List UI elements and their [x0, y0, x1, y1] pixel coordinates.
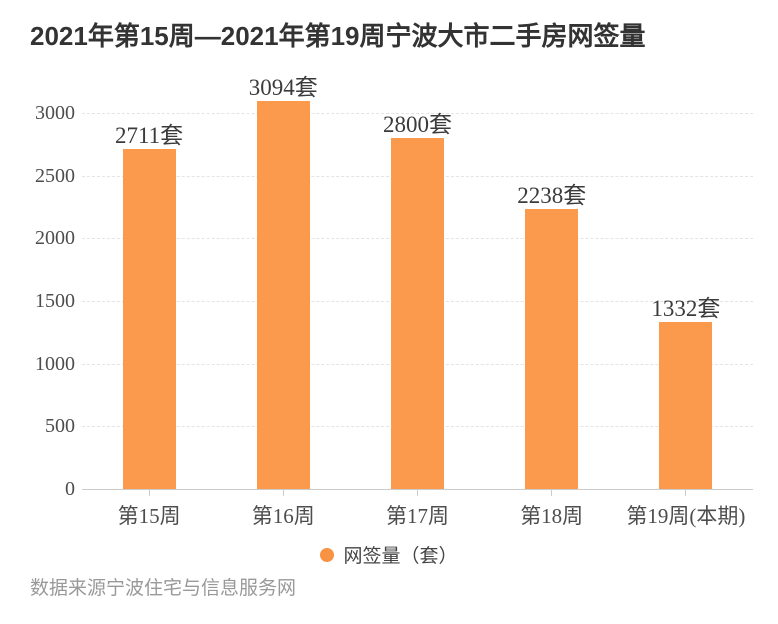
x-axis-line: [82, 489, 753, 490]
x-axis-category-label: 第18周: [520, 504, 584, 528]
x-axis-category-label: 第17周: [386, 504, 449, 528]
gridline: [82, 113, 753, 114]
x-axis-tick: [282, 490, 284, 496]
bar-value-label: 2800套: [383, 112, 452, 137]
bar: [659, 322, 713, 489]
bar-value-label: 2238套: [517, 183, 587, 208]
bar-value-label: 2711套: [115, 123, 184, 148]
bar-value-label: 3094套: [248, 75, 318, 100]
legend-item[interactable]: 网签量（套）: [0, 541, 778, 568]
y-axis-tick-label: 0: [65, 478, 75, 500]
bar: [256, 101, 310, 489]
bar-value-label: 1332套: [651, 296, 721, 321]
y-axis-tick-label: 1500: [35, 290, 75, 312]
x-axis-category-label: 第16周: [251, 504, 315, 528]
x-axis-tick: [685, 490, 687, 496]
bar: [525, 209, 579, 489]
legend-label: 网签量（套）: [343, 546, 458, 567]
bar: [122, 149, 176, 489]
x-axis-category-label: 第15周: [117, 504, 181, 528]
x-axis-category-label: 第19周(本期): [626, 504, 746, 528]
y-axis-tick-label: 1000: [35, 352, 75, 375]
bar: [391, 138, 444, 489]
y-axis-tick-label: 2000: [35, 227, 75, 250]
data-source-note: 数据来源宁波住宅与信息服务网: [30, 578, 297, 599]
y-axis-tick-label: 2500: [35, 164, 75, 187]
chart-title: 2021年第15周—2021年第19周宁波大市二手房网签量: [30, 21, 646, 51]
x-axis-tick: [148, 490, 150, 496]
y-axis-tick-label: 3000: [35, 102, 75, 124]
x-axis-tick: [551, 490, 553, 496]
y-axis-tick-label: 500: [45, 415, 75, 438]
legend-circle-icon: [320, 547, 335, 562]
x-axis-tick: [417, 490, 418, 496]
